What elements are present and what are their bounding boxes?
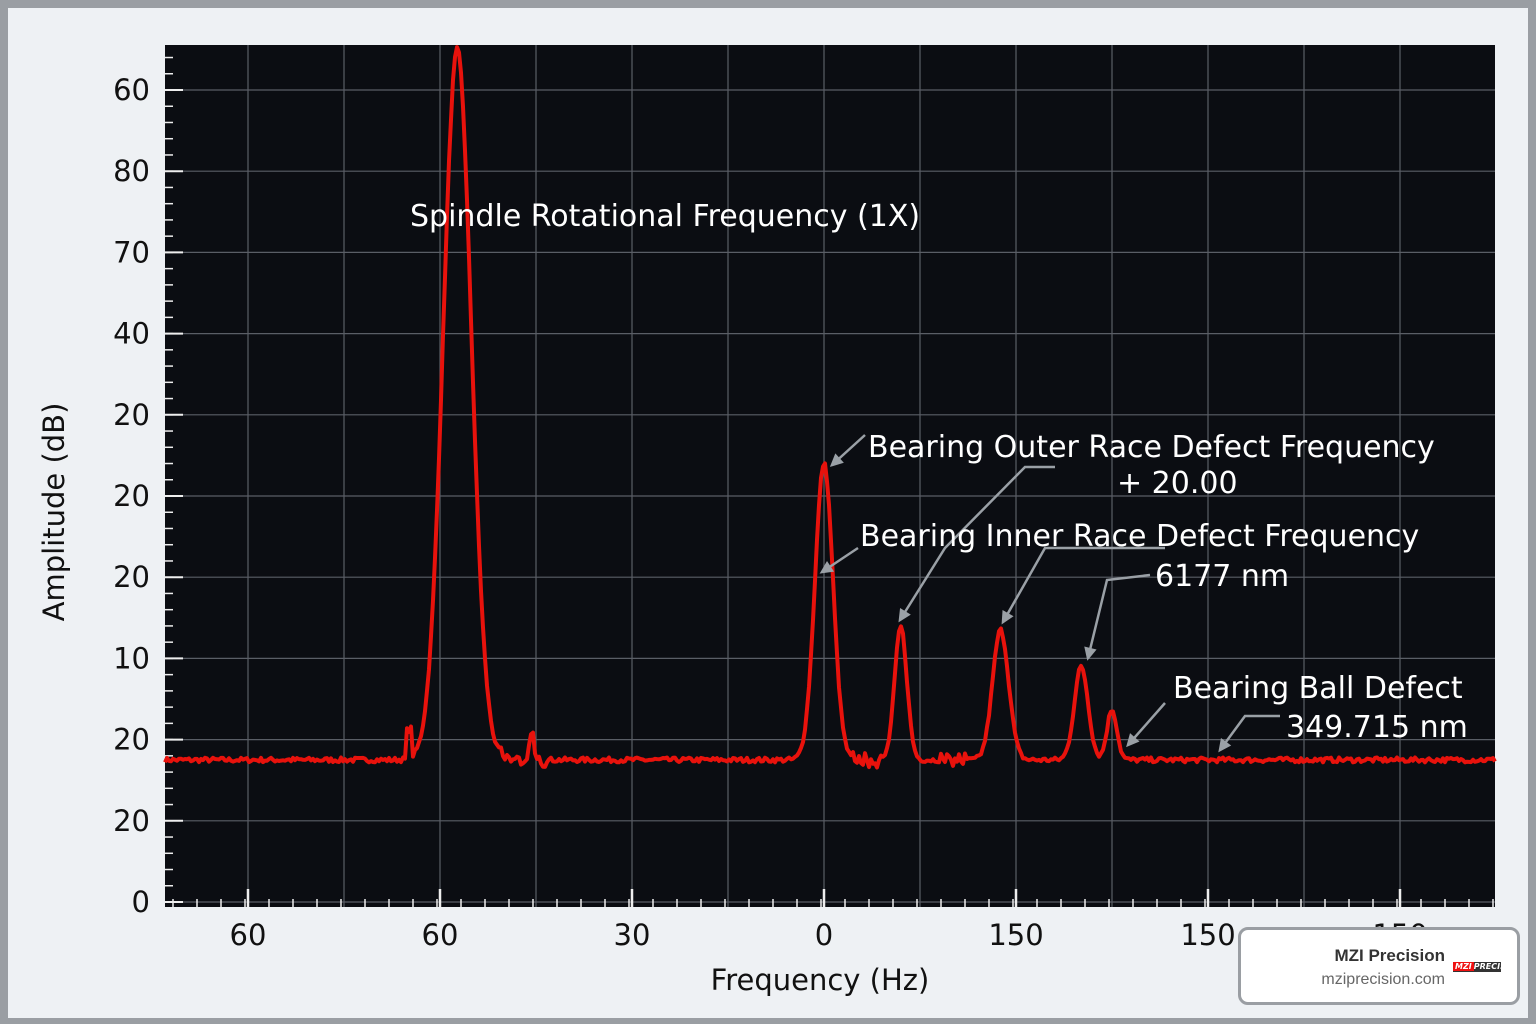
x-tick-label: 30 bbox=[614, 918, 651, 952]
annotation-arrows bbox=[819, 434, 1280, 753]
arrow-head-icon bbox=[1001, 609, 1014, 625]
axis-ticks bbox=[165, 56, 1494, 907]
annotation-ball-defect-value: 349.715 nm bbox=[1286, 710, 1468, 745]
arrow-head-icon bbox=[819, 561, 835, 574]
annotation-inner-race-value: 6177 nm bbox=[1155, 559, 1289, 594]
annotation-arrow bbox=[1086, 573, 1151, 659]
plot-area bbox=[165, 45, 1495, 907]
y-tick-label: 60 bbox=[113, 73, 150, 107]
arrow-head-icon bbox=[829, 453, 844, 467]
watermark-title: MZI Precision bbox=[1334, 946, 1445, 965]
annotation-ball-defect: Bearing Ball Defect bbox=[1173, 671, 1463, 706]
y-tick-label: 20 bbox=[113, 479, 150, 513]
arrow-head-icon bbox=[1084, 646, 1097, 661]
annotation-outer-race: Bearing Outer Race Defect Frequency bbox=[868, 430, 1435, 465]
watermark-badge: MZI Precision mziprecision.com MZIPRECIS… bbox=[1238, 927, 1520, 1005]
arrow-head-icon bbox=[898, 607, 911, 623]
annotation-arrow bbox=[898, 465, 1055, 621]
arrow-head-icon bbox=[1218, 737, 1232, 753]
spectrum-line bbox=[163, 45, 1497, 770]
y-tick-label: 10 bbox=[113, 641, 150, 675]
x-tick-label: 150 bbox=[1180, 918, 1235, 952]
x-tick-label: 60 bbox=[230, 918, 267, 952]
y-tick-label: 70 bbox=[113, 235, 150, 269]
y-tick-label: 0 bbox=[132, 885, 150, 919]
y-tick-label: 20 bbox=[113, 398, 150, 432]
x-tick-label: 60 bbox=[422, 918, 459, 952]
annotation-outer-race-value: + 20.00 bbox=[1117, 466, 1238, 501]
annotation-arrow bbox=[1001, 546, 1165, 623]
grid bbox=[165, 45, 1495, 907]
arrow-head-icon bbox=[1126, 733, 1140, 748]
annotation-spindle: Spindle Rotational Frequency (1X) bbox=[410, 199, 920, 234]
y-tick-label: 20 bbox=[113, 804, 150, 838]
y-tick-label: 20 bbox=[113, 723, 150, 757]
y-tick-label: 80 bbox=[113, 154, 150, 188]
y-tick-label: 20 bbox=[113, 560, 150, 594]
x-tick-label: 150 bbox=[988, 918, 1043, 952]
annotation-arrow bbox=[1218, 714, 1280, 751]
annotation-inner-race: Bearing Inner Race Defect Frequency bbox=[860, 519, 1419, 554]
y-tick-label: 40 bbox=[113, 317, 150, 351]
mzi-logo-icon: MZIPRECISION bbox=[1453, 962, 1501, 972]
y-axis-label: Amplitude (dB) bbox=[37, 403, 71, 622]
watermark-url: mziprecision.com bbox=[1321, 971, 1445, 988]
x-axis-label: Frequency (Hz) bbox=[711, 963, 930, 997]
x-tick-label: 0 bbox=[815, 918, 833, 952]
